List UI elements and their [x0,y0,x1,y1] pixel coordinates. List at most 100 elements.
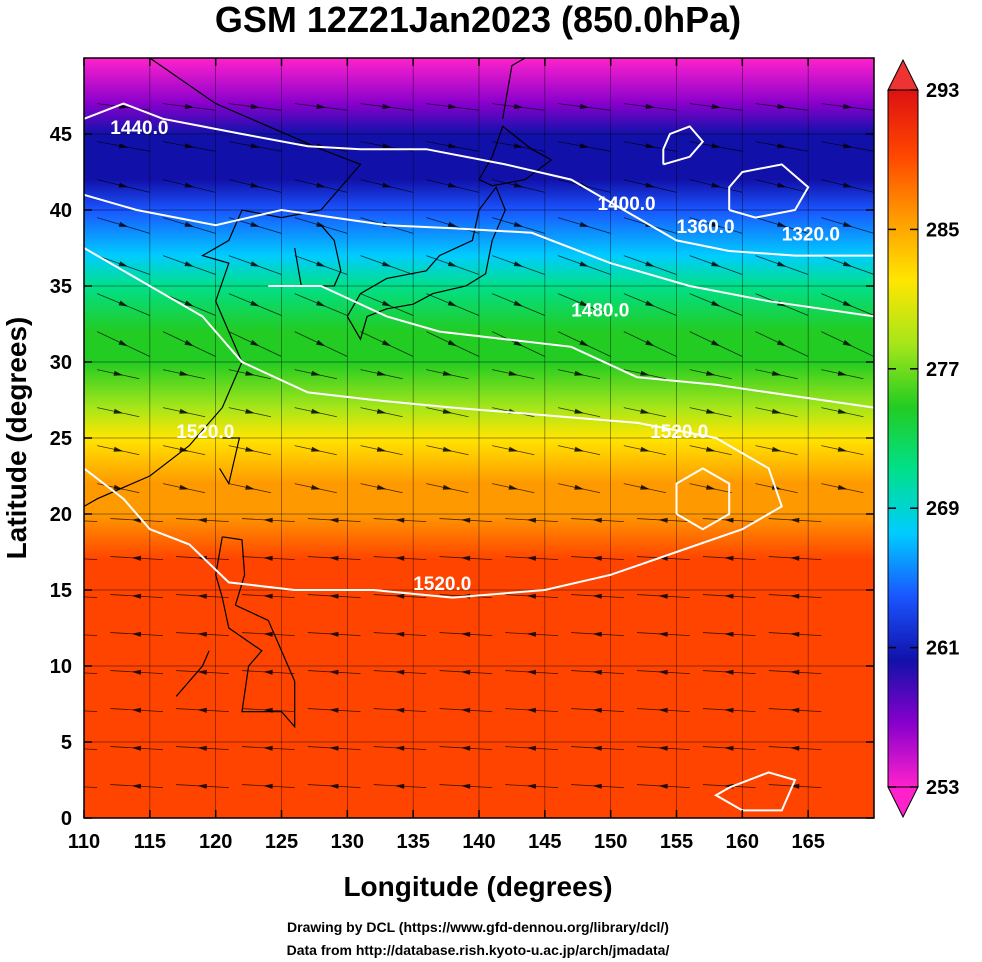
x-tick-label: 110 [68,831,100,853]
streamline-arrow [395,593,405,599]
streamline-arrow [395,707,405,713]
streamline-arrow [592,631,602,637]
streamline-arrow [382,182,392,188]
streamline-arrow [179,408,189,414]
streamline-arrow [184,143,195,149]
streamline-arrow [395,783,405,789]
coastline [478,125,553,187]
streamline-arrow [771,370,782,376]
streamline-arrow [706,370,716,376]
colorbar-bar [887,89,919,788]
streamline-arrow [658,745,668,751]
streamline-arrow [184,182,195,188]
streamline-arrow [118,182,129,188]
streamline-arrow [250,339,260,347]
streamline-arrow [771,446,782,452]
streamline-arrow [724,669,734,675]
streamline-arrow [376,370,387,376]
streamline-arrow [711,339,721,347]
streamline-arrow [395,517,405,523]
streamline-arrow [790,631,800,637]
streamline-arrow [706,484,716,490]
streamline-arrow [526,517,537,523]
streamline [84,710,98,712]
streamline-arrow [513,339,523,347]
streamline-arrow [447,300,458,307]
x-tick-label: 150 [594,831,627,853]
streamline-arrow [329,783,339,789]
streamline-arrow [131,707,142,713]
streamline-arrow [658,593,668,599]
height-contour [728,163,810,219]
x-axis-ticks: 110 115 120 125 130 135 140 145 150 155 160 165 [68,58,825,853]
x-tick-label: 160 [726,831,759,853]
streamline-arrow [381,339,392,347]
streamline-arrow [460,669,471,675]
streamline-arrow [776,261,787,267]
streamline-arrow [316,339,326,347]
streamline-arrow [842,261,853,267]
streamline-arrow [113,408,124,414]
height-contour [84,193,874,318]
streamline-arrow [131,631,142,637]
streamline-arrow [574,446,584,452]
y-axis-ticks: 0 5 10 15 20 25 30 35 40 45 [50,124,874,830]
y-tick-label: 20 [50,504,72,526]
streamline-arrow [579,103,590,109]
plot-area: 1440.0 1400.0 1360.0 1320.0 1480.0 1520.0 1520… [83,57,875,819]
streamline-arrow [263,555,273,561]
streamline-arrow [645,182,655,188]
streamline [84,520,98,522]
streamline-arrow [329,707,339,713]
streamline-arrow [724,631,734,637]
streamline-arrow [197,669,207,675]
streamline-arrow [579,261,589,267]
streamline-arrow [460,707,471,713]
streamline-arrow [250,261,260,267]
y-axis-title: Latitude (degrees) [1,317,32,560]
height-contour [268,285,874,409]
streamline-arrow [777,182,787,188]
streamline-arrow [592,669,602,675]
streamline-arrow [777,103,787,109]
height-contour [84,247,784,599]
streamline-arrow [263,593,273,599]
streamline-arrow [250,221,260,227]
streamline-arrow [197,783,207,789]
streamline-arrow [790,783,800,789]
streamline [84,786,98,788]
x-tick-label: 135 [396,831,429,853]
streamline-arrow [658,707,668,713]
streamline-arrow [645,300,655,307]
streamline-arrow [842,182,853,188]
streamline-arrow [197,517,207,523]
streamline-arrow [574,484,584,490]
contour-label: 1320.0 [782,224,840,245]
streamline-arrow [711,261,721,267]
streamline-arrow [113,446,124,452]
streamline-arrow [513,221,524,227]
streamline-arrow [579,339,589,347]
streamline-arrow [197,745,207,751]
streamline-arrow [711,143,721,149]
y-tick-label: 15 [50,580,72,602]
x-tick-label: 120 [199,831,232,853]
streamline-arrow [706,446,716,452]
streamline-arrow [329,555,339,561]
streamline-arrow [131,745,142,751]
streamline-arrow [184,339,194,347]
colorbar-ticks: 253 261 269 277 285 293 [888,80,959,799]
streamline-arrow [592,555,602,561]
streamline-arrow [329,669,339,675]
y-tick-label: 30 [50,352,72,374]
colorbar-tick-label: 269 [926,498,959,520]
streamline-arrow [442,370,453,376]
contour-label: 1480.0 [571,300,629,321]
x-tick-label: 125 [265,831,298,853]
streamline-arrow [329,745,339,751]
streamline-arrow [460,631,471,637]
streamline-arrow [448,143,458,149]
streamline-arrow [311,370,321,376]
streamline-arrow [460,517,471,523]
